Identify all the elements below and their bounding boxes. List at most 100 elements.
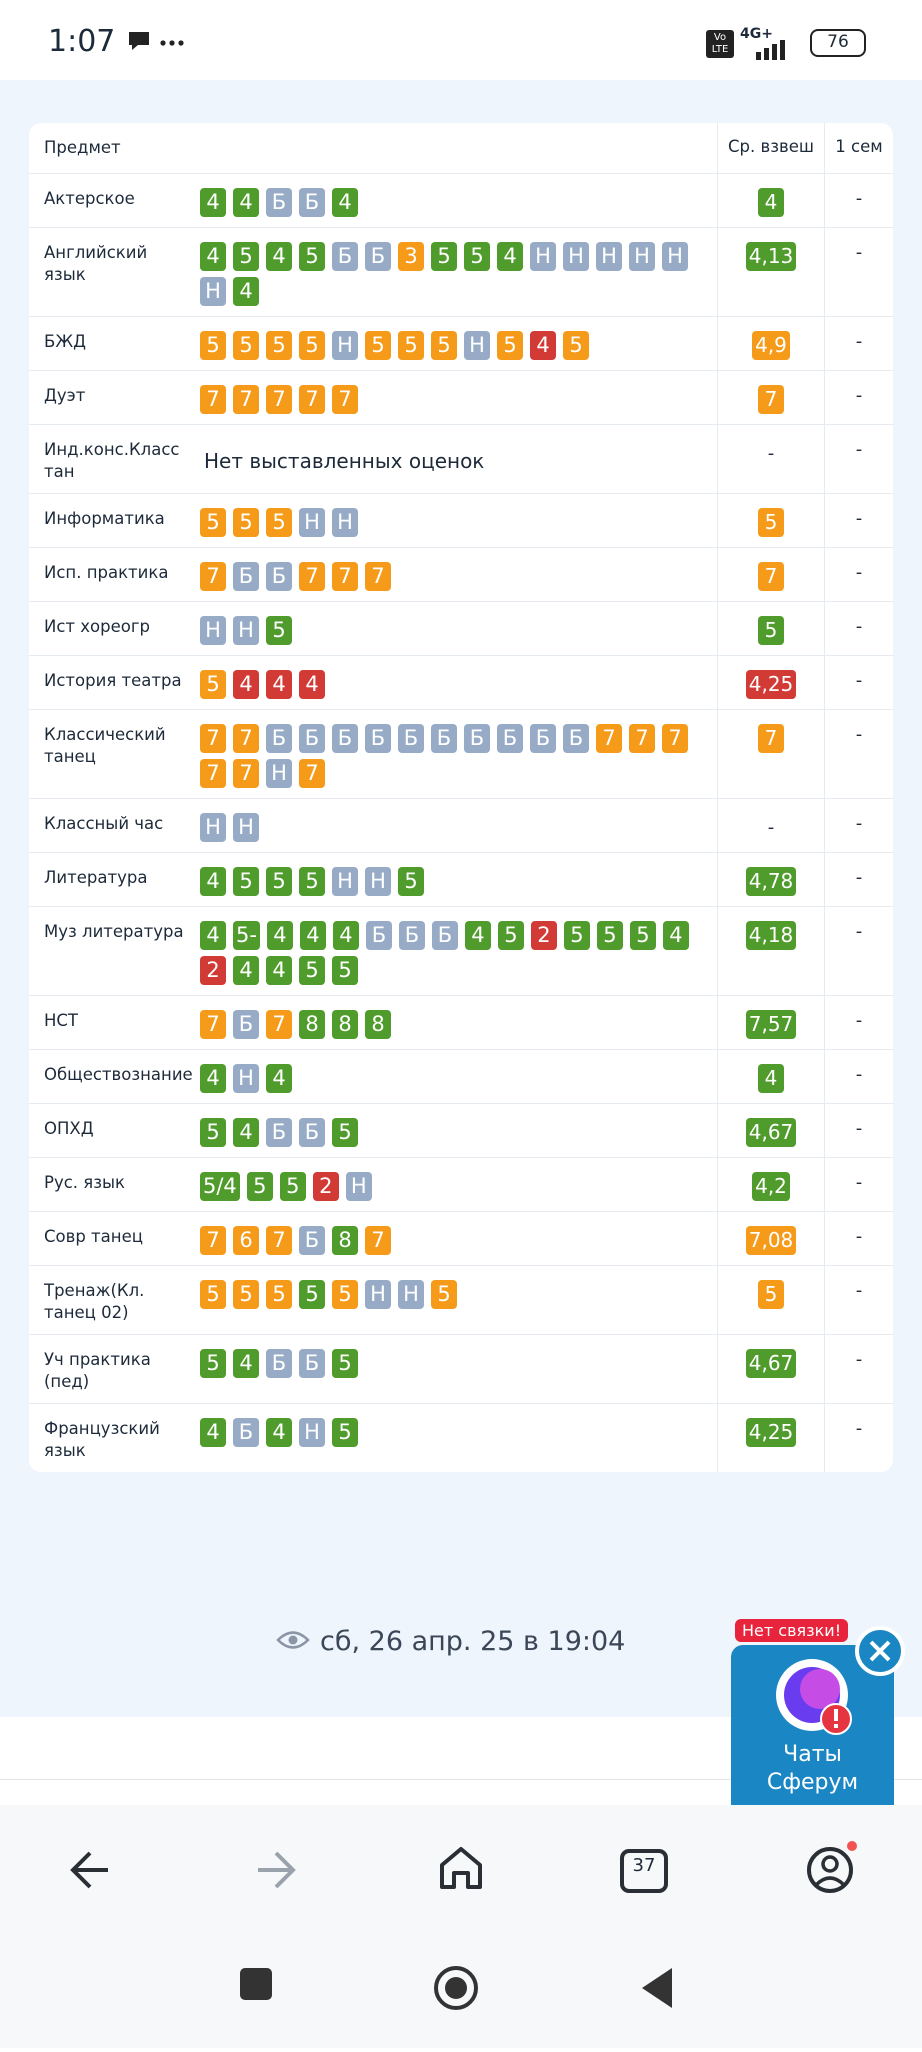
grade: Н [299, 1418, 325, 1447]
close-button[interactable] [854, 1625, 906, 1677]
grade: 4 [266, 242, 292, 271]
subject: Ист хореогр [44, 617, 150, 636]
grade: 7 [200, 724, 226, 753]
subject: Инд.конс.Класс тан [44, 440, 180, 481]
grade: 5 [266, 508, 292, 537]
divider [0, 1779, 922, 1780]
subject: Классический танец [44, 725, 166, 766]
subject: Информатика [44, 509, 165, 528]
grade: 4 [266, 1064, 292, 1093]
semester: - [824, 1335, 893, 1403]
grade: 4 [266, 670, 292, 699]
grade: 7 [365, 1226, 391, 1255]
subject-row: Классный час Н Н - - [29, 799, 893, 853]
average: 4,25 [745, 1418, 797, 1447]
grade: Б [299, 1118, 325, 1147]
grade: 6 [233, 1226, 259, 1255]
semester: - [824, 425, 893, 493]
grade: Б [464, 724, 490, 753]
grade: 5 [279, 1172, 306, 1201]
grade: 4 [299, 921, 326, 950]
semester: - [824, 174, 893, 227]
grade: Н [332, 331, 358, 360]
grade: 4 [497, 242, 523, 271]
semester: - [824, 228, 893, 316]
grades: Нет выставленных оценок [196, 425, 717, 493]
nav-icons [70, 1841, 857, 2010]
average-cell: 7 [717, 548, 824, 601]
subject-row: Дуэт 7 7 7 7 7 7- [29, 371, 893, 425]
grade: Б [299, 724, 325, 753]
average: 7 [758, 385, 784, 414]
grade: 5 [332, 1349, 358, 1378]
grade: 5 [233, 1280, 259, 1309]
grade: 5 [431, 331, 457, 360]
grade: Б [233, 562, 259, 591]
grade: 7 [596, 724, 622, 753]
tabs-count[interactable]: 37 [632, 1855, 656, 1876]
semester: - [824, 494, 893, 547]
average: 4,13 [745, 242, 797, 271]
semester: - [824, 602, 893, 655]
grade: 4 [299, 670, 325, 699]
average-cell: 7,08 [717, 1212, 824, 1265]
subject-row: Совр танец 7 6 7 Б 8 7 7,08- [29, 1212, 893, 1266]
grade: 5/4 [200, 1172, 240, 1201]
grade: Н [365, 867, 391, 896]
grade: Н [266, 759, 292, 788]
grade: Б [530, 724, 556, 753]
average: 7,08 [745, 1226, 797, 1255]
eye-icon [276, 1631, 310, 1649]
grade: 8 [332, 1226, 358, 1255]
grade: 8 [332, 1010, 358, 1039]
chat-label: Чаты Сферум [766, 1742, 859, 1795]
semester: - [824, 656, 893, 709]
grade: 2 [312, 1172, 339, 1201]
grade: Н [345, 1172, 372, 1201]
subject-row: Классический танец 7 7 Б Б Б Б Б Б Б Б Б Б 7 7 7 7 7 Н 7 7- [29, 710, 893, 799]
average-cell: 5 [717, 1266, 824, 1334]
subject-row: Французский язык 4 Б 4 Н 5 4,25- [29, 1404, 893, 1472]
grade: 7 [266, 1010, 292, 1039]
page: Предмет Ср. взвеш 1 сем Актерское 4 4 Б Б 4 4- Анг… [0, 80, 922, 1717]
average: 7 [758, 562, 784, 591]
grade: Н [200, 813, 226, 842]
semester: - [824, 1104, 893, 1157]
semester: - [824, 1158, 893, 1211]
grades: 4 5- 4 4 4 Б Б Б 4 5 2 5 5 5 4 2 4 4 5 5 [196, 907, 717, 995]
average-cell: 4,67 [717, 1335, 824, 1403]
average-cell: 7 [717, 710, 824, 798]
grade: 7 [299, 385, 325, 414]
subject: Уч практика (пед) [44, 1350, 151, 1391]
grade: 8 [365, 1010, 391, 1039]
subject-row: Актерское 4 4 Б Б 4 4- [29, 174, 893, 228]
grade: 2 [530, 921, 557, 950]
subject: Муз литература [44, 922, 184, 941]
average: 5 [758, 616, 784, 645]
subject-row: Тренаж(Кл. танец 02) 5 5 5 5 5 Н Н 5 5- [29, 1266, 893, 1335]
grade: 7 [200, 759, 226, 788]
semester: - [824, 371, 893, 424]
grade: Б [431, 921, 458, 950]
grade: 7 [332, 562, 358, 591]
grade: 5 [464, 242, 490, 271]
header-row: Предмет Ср. взвеш 1 сем [29, 123, 893, 174]
semester: - [824, 710, 893, 798]
grade: Б [266, 1118, 292, 1147]
grade: 5 [431, 1280, 457, 1309]
semester: - [824, 1404, 893, 1472]
grade: 5 [497, 331, 523, 360]
grade: 4 [266, 1418, 292, 1447]
subject: Дуэт [44, 386, 86, 405]
average-cell: - [717, 425, 824, 493]
grades: 5/4 5 5 2 Н [196, 1158, 717, 1211]
average-cell: 4,2 [717, 1158, 824, 1211]
grade: 5 [365, 331, 391, 360]
grade: Б [233, 1010, 259, 1039]
